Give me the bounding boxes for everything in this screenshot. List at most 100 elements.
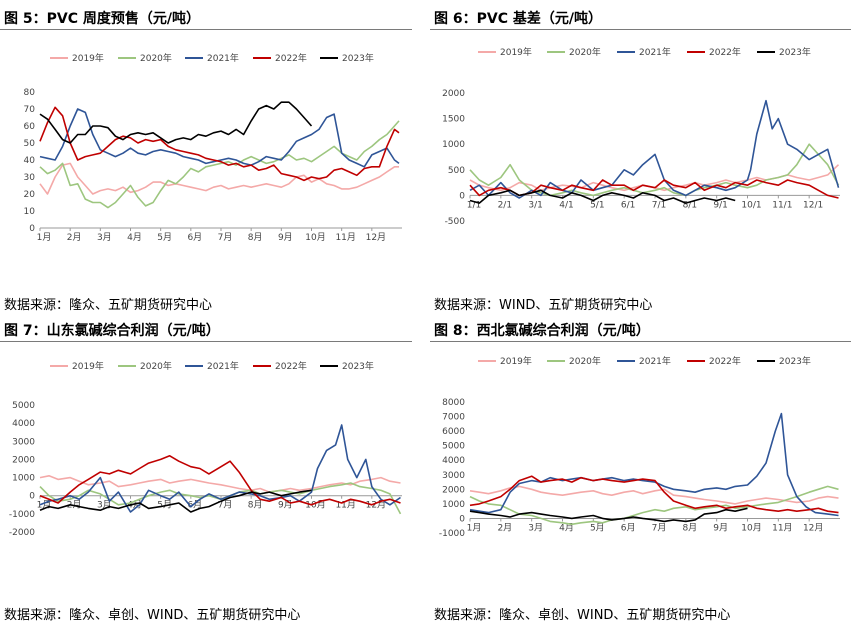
legend-entry: 2022年 [253, 52, 307, 64]
legend-entry: 2019年 [478, 46, 532, 58]
y-tick-label: 30 [24, 173, 36, 183]
y-tick-label: 6000 [442, 427, 465, 437]
legend-label: 2021年 [207, 52, 239, 64]
series-line [39, 424, 401, 513]
x-tick-label: 1月 [37, 500, 52, 511]
x-tick-label: 8月 [248, 500, 263, 511]
data-source: 数据来源：WIND、五矿期货研究中心 [434, 298, 653, 313]
x-tick-label: 10月 [741, 522, 761, 533]
legend-entry: 2021年 [617, 355, 671, 367]
legend-label: 2019年 [72, 52, 104, 64]
legend-entry: 2021年 [185, 52, 239, 64]
legend-entry: 2023年 [757, 355, 811, 367]
legend-entry: 2019年 [50, 52, 104, 64]
y-tick-label: 5000 [442, 442, 465, 452]
series-line [469, 475, 839, 514]
y-tick-label: -500 [445, 217, 466, 227]
series-line [39, 455, 401, 506]
x-tick-label: 1/1 [467, 200, 481, 210]
title-rule [430, 341, 851, 342]
x-tick-label: 9/1 [713, 200, 727, 210]
series-line [39, 106, 400, 182]
x-tick-label: 2月 [497, 522, 512, 533]
x-tick-label: 9月 [713, 522, 728, 533]
legend-label: 2022年 [709, 46, 741, 58]
legend-entry: 2020年 [547, 355, 601, 367]
series-line [469, 164, 840, 192]
x-tick-label: 3月 [528, 522, 543, 533]
legend-label: 2020年 [569, 46, 601, 58]
series-line [469, 485, 839, 505]
y-tick-label: 0 [29, 224, 35, 234]
x-tick-label: 4月 [559, 522, 574, 533]
x-tick-label: 5月 [590, 522, 605, 533]
legend-label: 2020年 [569, 355, 601, 367]
legend-entry: 2019年 [50, 360, 104, 372]
series-line [39, 101, 313, 144]
y-tick-label: 1000 [442, 500, 465, 510]
x-tick-label: 3月 [97, 232, 112, 243]
title-rule [0, 29, 412, 30]
y-tick-label: 70 [24, 105, 36, 115]
data-source: 数据来源：隆众、五矿期货研究中心 [4, 298, 213, 313]
legend-entry: 2023年 [757, 46, 811, 58]
legend-entry: 2020年 [118, 52, 172, 64]
x-tick-label: 12/1 [803, 200, 823, 210]
legend-label: 2019年 [72, 360, 104, 372]
y-tick-label: 4000 [12, 419, 35, 429]
x-tick-label: 10/1 [741, 200, 761, 210]
y-tick-label: 10 [24, 207, 36, 217]
x-tick-label: 7月 [218, 500, 233, 511]
y-tick-label: 1000 [12, 474, 35, 484]
y-tick-label: 0 [459, 191, 465, 201]
legend-entry: 2020年 [118, 360, 172, 372]
x-tick-label: 9月 [278, 500, 293, 511]
x-tick-label: 2月 [67, 232, 82, 243]
data-source: 数据来源：隆众、卓创、WIND、五矿期货研究中心 [4, 608, 301, 623]
y-tick-label: 3000 [442, 471, 465, 481]
y-tick-label: 0 [29, 492, 35, 502]
panel-title: 图 5：PVC 周度预售（元/吨） [4, 11, 200, 27]
legend-label: 2023年 [342, 52, 374, 64]
legend-label: 2022年 [275, 52, 307, 64]
x-tick-label: 12月 [366, 500, 386, 511]
y-tick-label: 2000 [442, 485, 465, 495]
series-line [39, 120, 400, 209]
y-tick-label: 20 [24, 190, 36, 200]
legend-label: 2021年 [207, 360, 239, 372]
x-tick-label: 8月 [248, 232, 263, 243]
y-tick-label: 0 [459, 514, 465, 524]
panel-title: 图 6：PVC 基差（元/吨） [434, 11, 602, 27]
y-tick-label: 1000 [442, 140, 465, 150]
legend-entry: 2022年 [253, 360, 307, 372]
y-tick-label: 7000 [442, 413, 465, 423]
legend-entry: 2020年 [547, 46, 601, 58]
legend-label: 2022年 [709, 355, 741, 367]
x-tick-label: 3/1 [528, 200, 542, 210]
legend-label: 2021年 [639, 46, 671, 58]
legend-label: 2020年 [140, 360, 172, 372]
x-tick-label: 2/1 [498, 200, 512, 210]
legend-label: 2023年 [779, 355, 811, 367]
line-chart: 2019年 2020年 2021年 2022年 2023年 -500 0 500 1000 150… [442, 46, 840, 227]
x-tick-label: 8月 [682, 522, 697, 533]
panel-title: 图 7：山东氯碱综合利润（元/吨） [4, 323, 220, 339]
legend-entry: 2022年 [687, 46, 741, 58]
legend-entry: 2019年 [478, 355, 532, 367]
line-chart: 2019年 2020年 2021年 2022年 2023年 -2000 -1000 0 1000… [9, 360, 402, 538]
x-tick-label: 7/1 [652, 200, 666, 210]
x-tick-label: 3月 [97, 500, 112, 511]
series-line [39, 475, 401, 493]
data-source: 数据来源：隆众、卓创、WIND、五矿期货研究中心 [434, 608, 731, 623]
y-tick-label: 60 [24, 122, 36, 132]
y-tick-label: 40 [24, 156, 36, 166]
series-line [39, 108, 400, 168]
legend-label: 2022年 [275, 360, 307, 372]
y-tick-label: 1500 [442, 115, 465, 125]
x-tick-label: 6月 [187, 232, 202, 243]
y-tick-label: 3000 [12, 437, 35, 447]
x-tick-label: 7月 [218, 232, 233, 243]
series-line [469, 507, 748, 523]
legend-entry: 2021年 [185, 360, 239, 372]
legend-label: 2023年 [779, 46, 811, 58]
